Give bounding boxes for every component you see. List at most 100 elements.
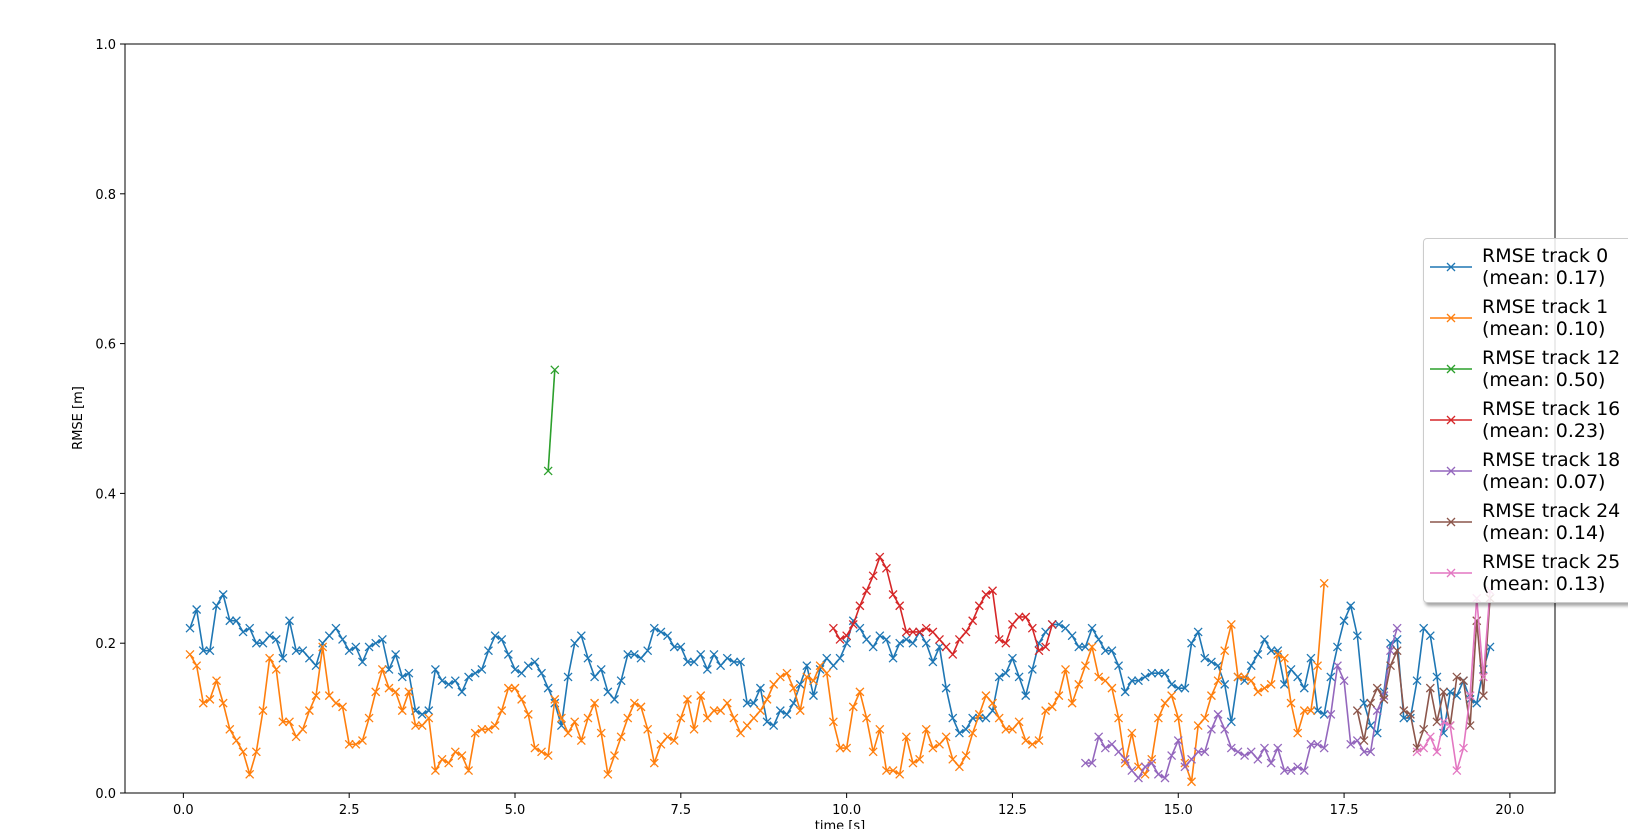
point-marker (324, 631, 334, 641)
point-marker (238, 627, 248, 637)
point-marker (1007, 620, 1017, 629)
point-marker (994, 713, 1004, 723)
point-marker (563, 672, 573, 682)
point-marker (1472, 698, 1482, 708)
x-tick-label: 20.0 (1495, 803, 1524, 818)
x-tick-label: 7.5 (670, 803, 691, 818)
legend-label: RMSE track 0 (mean: 0.17) (1482, 244, 1609, 289)
point-marker (285, 717, 294, 727)
point-marker (1405, 709, 1415, 719)
point-marker (444, 679, 454, 689)
point-marker (1187, 638, 1196, 648)
point-marker (1014, 717, 1024, 727)
point-marker (994, 672, 1004, 682)
point-marker (1074, 679, 1084, 689)
point-marker (822, 653, 832, 663)
point-marker (1027, 664, 1037, 674)
point-marker (789, 683, 799, 693)
point-marker (775, 706, 785, 716)
point-marker (517, 668, 527, 678)
point-marker (875, 724, 885, 734)
point-marker (649, 623, 659, 633)
point-marker (537, 747, 546, 757)
point-marker (198, 698, 208, 708)
point-marker (1094, 732, 1104, 742)
point-marker (1439, 687, 1449, 697)
point-marker (543, 751, 553, 761)
point-marker (941, 732, 951, 742)
point-marker (583, 713, 593, 723)
point-marker (1313, 661, 1323, 671)
point-marker (1253, 754, 1263, 764)
point-marker (1140, 672, 1150, 682)
point-marker (510, 683, 520, 693)
point-marker (1399, 706, 1409, 716)
point-marker (855, 623, 865, 633)
point-marker (1180, 762, 1190, 772)
point-marker (411, 721, 420, 731)
point-marker (424, 706, 434, 716)
point-marker (1087, 623, 1097, 633)
point-marker (258, 706, 268, 716)
point-marker (1220, 679, 1230, 689)
point-marker (225, 616, 235, 626)
legend-label: RMSE track 16 (mean: 0.23) (1482, 397, 1621, 442)
point-marker (1021, 612, 1031, 622)
point-marker (537, 668, 546, 678)
point-marker (457, 751, 467, 761)
point-marker (895, 769, 905, 779)
point-marker (523, 709, 533, 719)
point-marker (198, 646, 208, 656)
point-marker (1167, 751, 1177, 761)
point-marker (298, 724, 308, 734)
point-marker (1260, 743, 1269, 753)
point-marker (742, 721, 752, 731)
point-marker (364, 642, 374, 652)
point-marker (1260, 634, 1269, 644)
point-marker (901, 634, 911, 644)
point-marker (868, 571, 878, 581)
point-marker (1067, 631, 1077, 641)
point-marker (921, 724, 931, 734)
point-marker (669, 642, 679, 652)
point-marker (782, 709, 792, 719)
point-marker (643, 724, 653, 734)
point-marker (318, 642, 328, 652)
point-marker (391, 649, 401, 659)
point-marker (1054, 691, 1064, 701)
point-marker (384, 683, 394, 693)
point-marker (1206, 724, 1216, 734)
legend-entry: RMSE track 24 (mean: 0.14) (1424, 496, 1628, 547)
point-marker (503, 683, 513, 693)
point-marker (1286, 766, 1296, 775)
point-marker (610, 694, 619, 704)
point-marker (954, 762, 964, 772)
point-marker (185, 623, 195, 633)
point-marker (484, 724, 493, 734)
point-marker (842, 638, 852, 648)
point-marker (815, 661, 825, 671)
point-marker (769, 721, 779, 731)
point-marker (1134, 676, 1143, 686)
point-marker (1114, 713, 1124, 723)
point-marker (1213, 676, 1223, 686)
legend-marker (1446, 568, 1456, 577)
legend-label: RMSE track 25 (mean: 0.13) (1482, 550, 1621, 595)
point-marker (835, 653, 845, 663)
point-marker (1034, 646, 1044, 656)
point-marker (404, 668, 414, 678)
point-marker (1293, 728, 1303, 738)
point-marker (570, 717, 580, 727)
point-marker (1412, 747, 1422, 757)
point-marker (576, 631, 586, 641)
point-marker (1061, 623, 1070, 633)
point-marker (795, 679, 805, 689)
point-marker (218, 590, 228, 599)
point-marker (862, 634, 871, 644)
point-marker (941, 642, 951, 652)
series-line (547, 369, 556, 471)
point-marker (1187, 777, 1196, 787)
point-marker (1392, 646, 1402, 656)
point-marker (1087, 758, 1097, 768)
legend-entry: RMSE track 18 (mean: 0.07) (1424, 445, 1628, 496)
